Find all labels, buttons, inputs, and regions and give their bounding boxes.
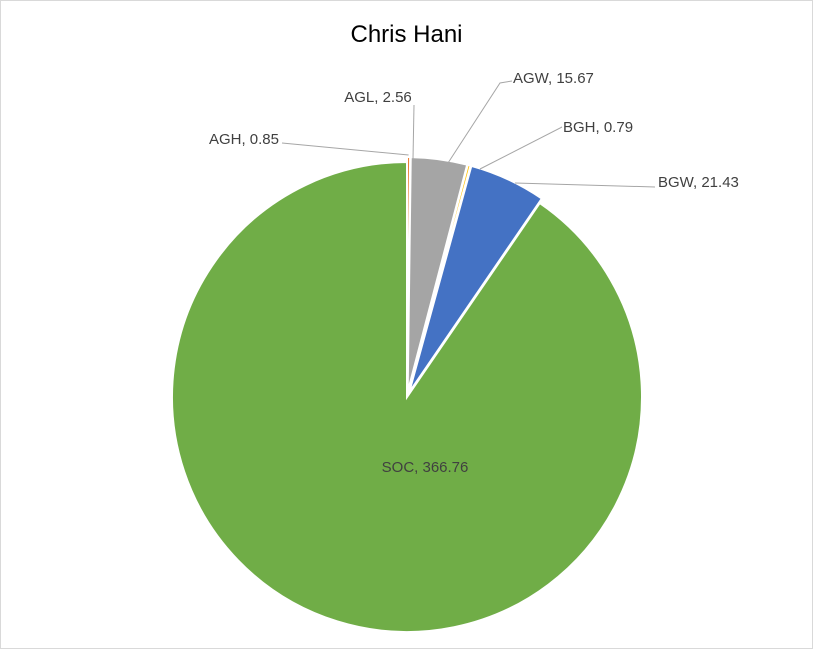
data-label-agl: AGL, 2.56	[344, 89, 412, 106]
data-label-agh: AGH, 0.85	[209, 131, 279, 148]
leader-line-agh	[281, 142, 409, 156]
data-label-bgw: BGW, 21.43	[658, 174, 739, 191]
data-label-bgh: BGH, 0.79	[563, 119, 633, 136]
leader-line-bgh	[479, 126, 563, 170]
pie-slice-bgw	[408, 164, 544, 394]
leader-line-agw	[447, 80, 513, 164]
data-label-soc: SOC, 366.76	[382, 459, 469, 476]
leader-line-agl	[412, 104, 415, 160]
leader-line-bgw	[514, 182, 656, 188]
chart-title: Chris Hani	[350, 21, 463, 48]
pie-slice-soc	[171, 160, 643, 633]
data-label-agw: AGW, 15.67	[513, 70, 594, 87]
